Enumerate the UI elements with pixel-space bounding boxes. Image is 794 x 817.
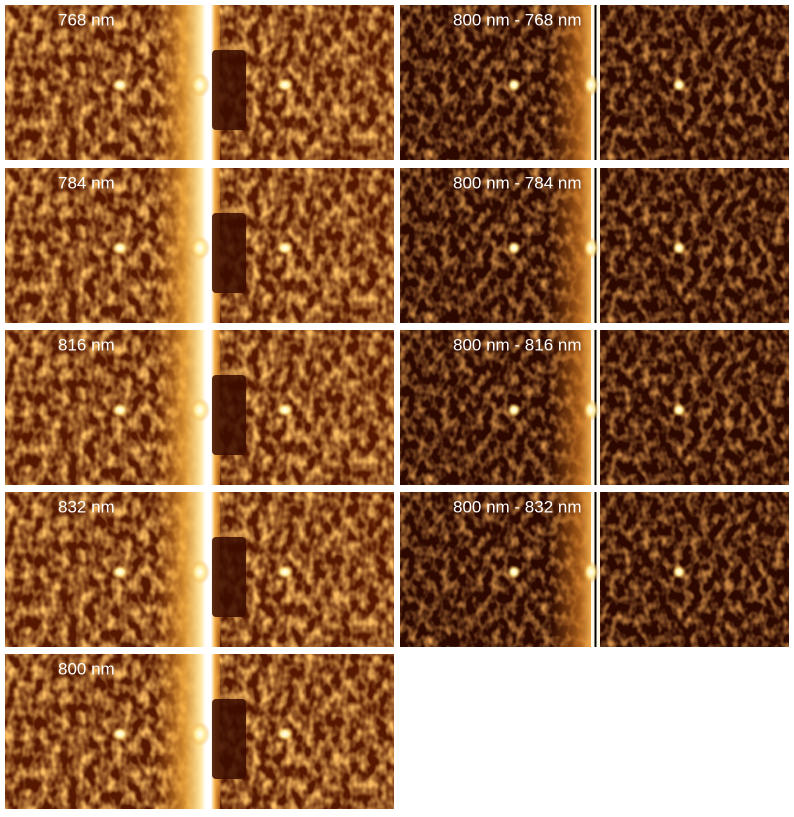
bright-spot xyxy=(276,403,294,417)
panel-label: 800 nm - 768 nm xyxy=(453,10,582,29)
bright-spot xyxy=(276,727,294,741)
bright-spot xyxy=(276,78,294,92)
dark-notch xyxy=(212,537,246,617)
bright-spot xyxy=(190,73,210,97)
dark-notch xyxy=(212,50,246,130)
bright-band xyxy=(155,168,220,323)
bright-spot xyxy=(190,722,210,746)
panel-label: 784 nm xyxy=(58,173,115,192)
bright-spot xyxy=(583,399,599,421)
bright-spot xyxy=(583,561,599,583)
image-panel: 800 nm - 816 nm xyxy=(400,330,789,485)
bright-spot xyxy=(507,78,521,92)
bright-spot xyxy=(111,565,129,579)
bright-spot xyxy=(507,241,521,255)
image-panel: 800 nm - 832 nm xyxy=(400,492,789,647)
dark-notch xyxy=(212,699,246,779)
bright-spot xyxy=(111,241,129,255)
bright-spot xyxy=(190,398,210,422)
bright-spot xyxy=(111,727,129,741)
panel-label: 800 nm - 832 nm xyxy=(453,497,582,516)
panel-label: 800 nm - 784 nm xyxy=(453,173,582,192)
bright-spot xyxy=(190,236,210,260)
image-panel: 768 nm xyxy=(5,5,394,160)
image-panel: 800 nm - 768 nm xyxy=(400,5,789,160)
panel-label: 768 nm xyxy=(58,10,115,29)
bright-spot xyxy=(672,78,686,92)
image-panel: 800 nm xyxy=(5,654,394,809)
bright-spot xyxy=(111,78,129,92)
dark-notch xyxy=(212,375,246,455)
bright-band xyxy=(155,492,220,647)
bright-band xyxy=(155,330,220,485)
bright-spot xyxy=(507,403,521,417)
bright-spot xyxy=(111,403,129,417)
bright-band xyxy=(155,5,220,160)
panel-label: 800 nm xyxy=(58,659,115,678)
dark-notch xyxy=(212,213,246,293)
bright-spot xyxy=(507,565,521,579)
panel-label: 800 nm - 816 nm xyxy=(453,335,582,354)
bright-spot xyxy=(276,565,294,579)
bright-spot xyxy=(276,241,294,255)
bright-spot xyxy=(583,74,599,96)
image-panel: 832 nm xyxy=(5,492,394,647)
panel-label: 816 nm xyxy=(58,335,115,354)
bright-band xyxy=(155,654,220,809)
image-panel: 800 nm - 784 nm xyxy=(400,168,789,323)
image-panel: 784 nm xyxy=(5,168,394,323)
bright-spot xyxy=(583,237,599,259)
bright-spot xyxy=(672,241,686,255)
panel-label: 832 nm xyxy=(58,497,115,516)
bright-spot xyxy=(190,560,210,584)
bright-spot xyxy=(672,403,686,417)
bright-spot xyxy=(672,565,686,579)
image-panel: 816 nm xyxy=(5,330,394,485)
